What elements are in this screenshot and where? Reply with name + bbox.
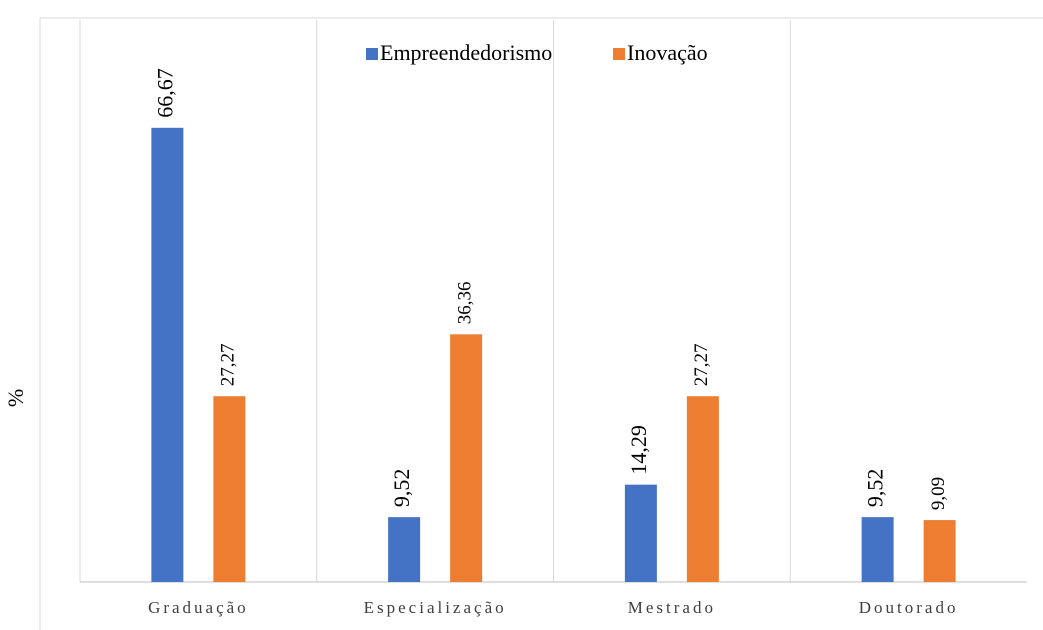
bar: [624, 484, 657, 582]
bar: [861, 517, 894, 582]
y-axis-label: %: [3, 389, 28, 407]
data-label: 36,36: [454, 282, 475, 325]
data-label: 14,29: [626, 425, 651, 475]
data-label: 66,67: [152, 68, 177, 118]
legend-label: Inovação: [627, 40, 708, 65]
bar: [923, 520, 956, 582]
data-label: 27,27: [691, 343, 712, 386]
x-tick-label: Graduação: [148, 598, 249, 617]
legend-swatch: [613, 48, 625, 60]
x-tick-label: Especialização: [364, 598, 507, 617]
bar: [151, 127, 184, 583]
x-tick-label: Mestrado: [628, 598, 716, 617]
bar: [388, 517, 421, 582]
data-label: 9,52: [863, 469, 888, 508]
bar: [686, 396, 719, 582]
bar: [450, 334, 483, 582]
data-label: 9,09: [928, 477, 949, 510]
legend-swatch: [366, 48, 378, 60]
bar: [213, 396, 246, 582]
x-tick-label: Doutorado: [859, 598, 959, 617]
legend-label: Empreendedorismo: [380, 40, 552, 65]
data-label: 27,27: [218, 343, 239, 386]
data-label: 9,52: [389, 469, 414, 508]
